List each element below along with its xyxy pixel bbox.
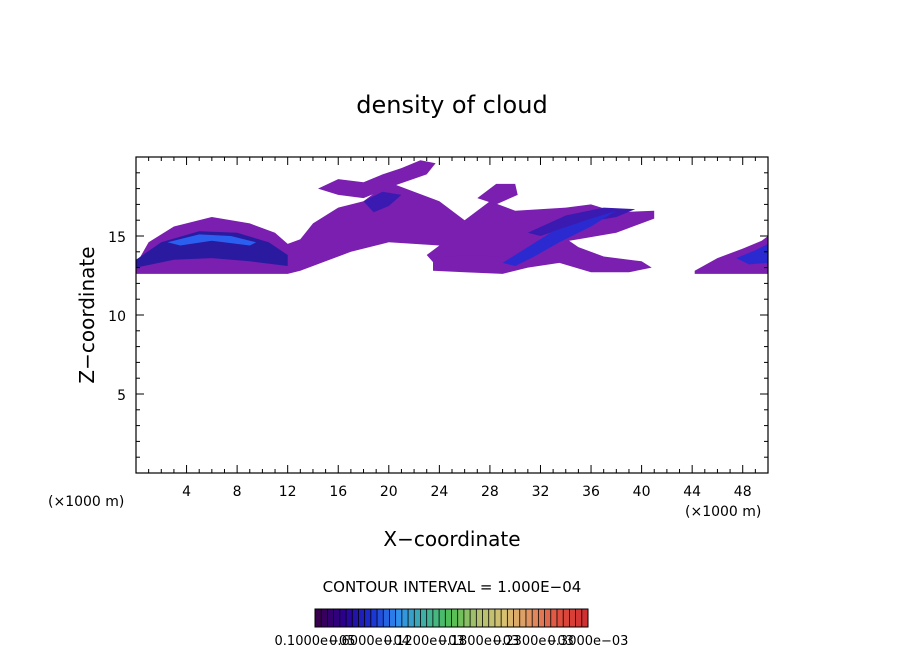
colorbar-swatch	[445, 609, 452, 627]
colorbar-swatch	[563, 609, 570, 627]
x-tick-label: 12	[279, 484, 297, 500]
region-core-highlight	[167, 234, 257, 246]
colorbar-swatch	[463, 609, 471, 627]
colorbar-swatch	[389, 609, 396, 627]
colorbar-swatch	[315, 609, 322, 627]
x-tick-label: 32	[532, 484, 550, 500]
region-right-top-patch	[477, 183, 518, 205]
x-tick-labels: 4 8 12 16 20 24 28 32 36 40 44 48	[182, 484, 752, 500]
colorbar-label: 0.1000e−05	[275, 634, 356, 649]
contour-regions	[136, 160, 768, 274]
colorbar-swatch	[550, 609, 558, 627]
colorbar-swatch	[333, 609, 341, 627]
x-tick-label: 36	[582, 484, 600, 500]
colorbar-swatch	[327, 609, 334, 627]
x-axis-label: X−coordinate	[383, 527, 520, 551]
colorbar-swatch	[439, 609, 446, 627]
x-unit-right: (×1000 m)	[685, 504, 761, 520]
colorbar-swatch	[575, 609, 583, 627]
colorbar	[314, 608, 589, 628]
region-diagonal-core	[502, 210, 617, 266]
colorbar-swatch	[544, 609, 552, 627]
x-tick-label: 48	[734, 484, 752, 500]
colorbar-swatch	[532, 609, 539, 627]
x-unit-left: (×1000 m)	[48, 494, 124, 510]
colorbar-swatch	[358, 609, 365, 627]
colorbar-frame	[314, 608, 589, 628]
colorbar-swatch	[494, 609, 502, 627]
colorbar-swatch	[501, 609, 508, 627]
region-right-edge-patch	[694, 236, 768, 274]
colorbar-swatch	[519, 609, 527, 627]
colorbar-label: 0.1800e−03	[438, 634, 519, 649]
colorbar-swatch	[420, 609, 427, 627]
y-tick-labels: 5 10 15	[108, 230, 126, 404]
colorbar-swatch	[377, 609, 384, 627]
plot-frame	[135, 156, 769, 474]
x-tick-label: 40	[633, 484, 651, 500]
colorbar-swatch	[401, 609, 409, 627]
colorbar-swatch	[426, 609, 434, 627]
colorbar-labels: 0.1000e−050.6000e−040.1200e−030.1800e−03…	[275, 634, 629, 649]
colorbar-swatch	[476, 609, 483, 627]
colorbar-swatch	[432, 609, 440, 627]
region-top-patch	[318, 160, 436, 199]
colorbar-swatch	[556, 609, 564, 627]
colorbar-swatch	[321, 609, 328, 627]
colorbar-swatch	[470, 609, 477, 627]
x-tick-label: 24	[430, 484, 448, 500]
chart-title: density of cloud	[356, 91, 547, 119]
y-tick-label: 5	[117, 388, 126, 404]
colorbar-swatch	[507, 609, 514, 627]
colorbar-swatch	[339, 609, 347, 627]
colorbar-swatch	[383, 609, 390, 627]
colorbar-label: 0.3000e−03	[548, 634, 629, 649]
x-tick-label: 4	[182, 484, 191, 500]
colorbar-swatch	[408, 609, 415, 627]
x-tick-label: 44	[683, 484, 701, 500]
colorbar-swatch	[581, 609, 589, 627]
y-axis-label: Z−coordinate	[75, 246, 99, 383]
colorbar-swatch	[569, 609, 576, 627]
y-tick-label: 15	[108, 230, 126, 246]
colorbar-swatch	[538, 609, 545, 627]
region-core-band	[136, 231, 288, 268]
axis-ticks	[136, 157, 768, 473]
colorbar-swatch	[488, 609, 496, 627]
colorbar-swatch	[525, 609, 533, 627]
contour-interval: CONTOUR INTERVAL = 1.000E−04	[323, 578, 582, 596]
colorbar-swatch	[482, 609, 490, 627]
colorbar-swatch	[346, 609, 353, 627]
colorbar-swatch	[395, 609, 403, 627]
colorbar-swatch	[370, 609, 378, 627]
colorbar-swatch	[352, 609, 359, 627]
colorbar-swatch	[414, 609, 421, 627]
x-tick-label: 20	[380, 484, 398, 500]
colorbar-swatch	[457, 609, 465, 627]
x-tick-label: 28	[481, 484, 499, 500]
x-tick-label: 8	[233, 484, 242, 500]
colorbar-label: 0.2300e−03	[493, 634, 574, 649]
colorbar-swatch	[364, 609, 372, 627]
region-right-edge-core	[736, 243, 768, 265]
colorbar-label: 0.1200e−03	[384, 634, 465, 649]
x-tick-label: 16	[329, 484, 347, 500]
colorbar-label: 0.6000e−04	[329, 634, 410, 649]
colorbar-swatch	[513, 609, 521, 627]
y-tick-label: 10	[108, 309, 126, 325]
colorbar-swatch	[451, 609, 459, 627]
region-mid-core	[363, 191, 402, 213]
